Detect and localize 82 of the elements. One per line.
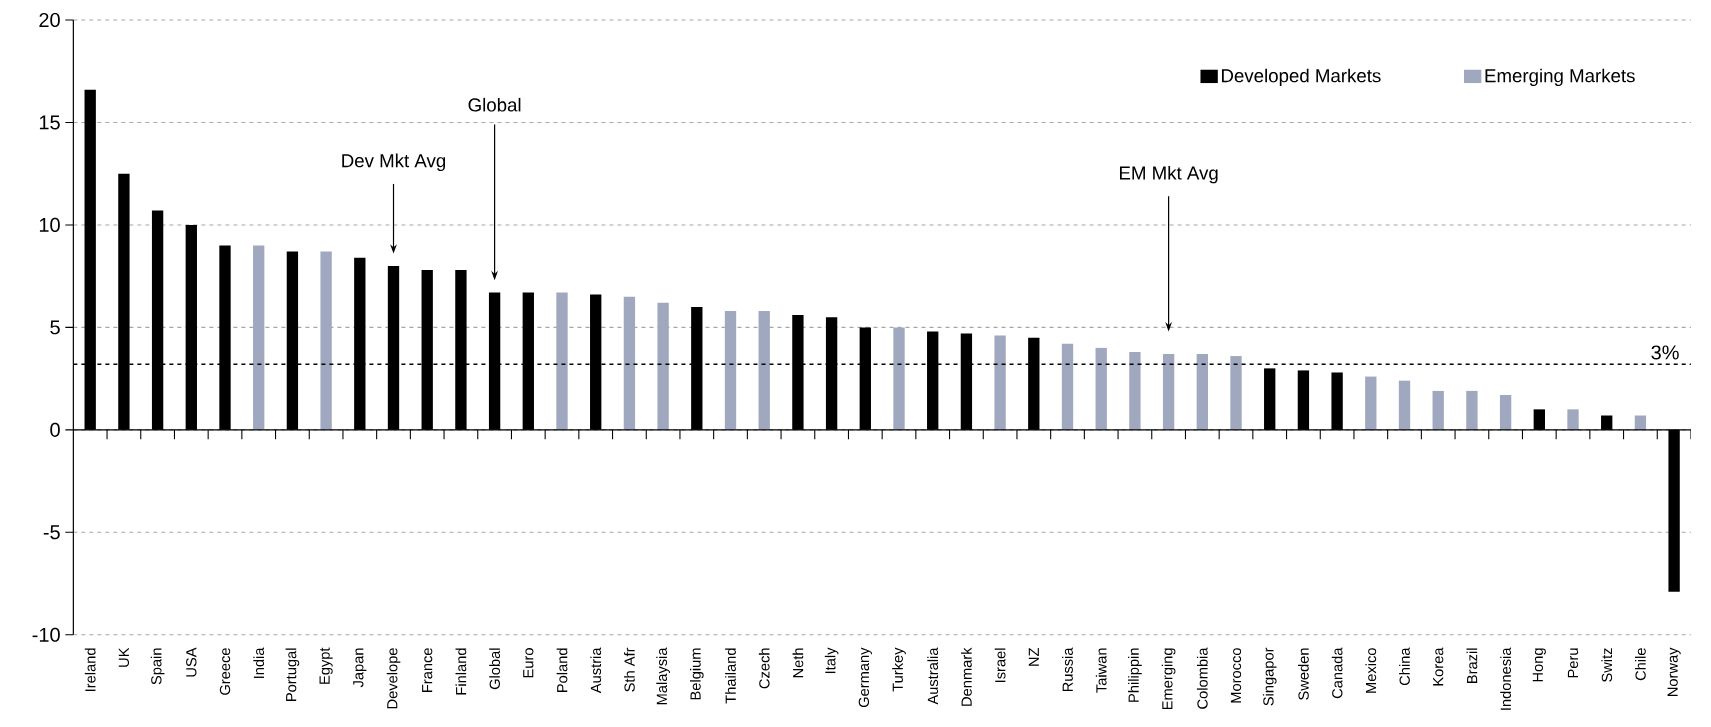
x-tick-label: UK [118,647,130,667]
x-tick-label: Egypt [319,647,333,684]
x-tick-label: Czech [758,648,770,689]
x-tick-label: Greece [219,648,231,695]
bar [320,251,332,430]
x-tick-label: Peru [1567,648,1579,678]
bar [1466,391,1478,430]
ref-line-label: 3% [1651,345,1679,360]
x-tick-label: Portugal [285,648,300,702]
x-tick-label: Taiwan [1095,648,1107,693]
x-tick-label: Sth Afr [624,647,635,692]
x-tick-label: Chile [1635,648,1646,681]
bar [1196,354,1208,430]
x-tick-label: Hong [1532,648,1546,682]
x-tick-label: Colombia [1196,647,1208,709]
y-tick-label: 5 [50,320,60,335]
x-tick-label: Malaysia [656,647,670,705]
x-tick-label: Israel [994,648,1006,683]
bar [1061,343,1074,430]
x-tick-label: Sweden [1298,648,1309,700]
annotation: Dev Mkt Avg [342,153,446,172]
x-tick-label: Morocco [1230,648,1242,703]
x-tick-label: Germany [858,647,872,708]
bar [1095,347,1107,430]
x-tick-label: Philippin [1128,648,1142,702]
y-tick-label: -5 [43,525,60,540]
x-tick-label: Canada [1331,647,1343,699]
bar [1230,356,1242,430]
bar [1365,376,1377,430]
x-tick-label: France [422,648,433,693]
x-tick-label: Indonesia [1500,647,1511,710]
bar [1567,409,1579,430]
y-tick-label: 10 [39,217,60,233]
x-tick-label: Korea [1433,647,1444,686]
x-tick-label: Euro [523,648,534,678]
x-tick-label: Poland [556,648,568,693]
x-tick-label: Japan [353,648,367,688]
bar [1162,354,1175,430]
x-tick-label: India [253,647,265,679]
x-tick-label: Russia [1062,647,1073,692]
bar [1432,391,1444,430]
bar [893,327,905,430]
x-tick-label: Brazil [1466,648,1478,684]
bar [623,296,636,430]
x-tick-label: Finland [455,648,467,695]
y-tick-label: -10 [32,627,60,642]
x-tick-label: Global [489,648,500,690]
legend-label: Emerging Markets [1485,68,1635,87]
x-tick-label: Develope [386,648,401,709]
annotation: EM Mkt Avg [1119,166,1218,184]
x-tick-label: Italy [824,647,839,674]
x-tick-label: Spain [150,648,165,685]
bar [994,335,1006,430]
x-tick-label: Ireland [84,648,96,692]
bar [1499,395,1512,430]
y-tick-label: 20 [39,13,60,28]
x-tick-label: Norway [1667,647,1681,697]
bar [556,292,568,430]
x-tick-label: Australia [927,647,939,705]
y-tick-label: 15 [39,115,60,130]
x-tick-label: Switz [1601,648,1613,682]
y-tick-label: 0 [50,422,60,438]
x-tick-label: Singapor [1262,647,1277,706]
bar [657,302,669,430]
bar [253,245,265,430]
bar [1129,352,1141,430]
x-tick-label: Emerging [1161,648,1176,710]
x-tick-label: Denmark [961,647,972,706]
legend-label: Developed Markets [1222,68,1381,87]
annotation: Global [468,97,521,112]
bar [758,311,770,430]
bar [1398,380,1411,430]
x-tick-label: Austria [590,647,602,694]
x-tick-label: NZ [1028,648,1039,666]
x-tick-label: Neth [792,648,804,678]
x-tick-label: Belgium [689,648,704,700]
x-tick-label: China [1399,647,1410,686]
x-tick-label: Mexico [1365,648,1377,693]
x-tick-label: Thailand [725,648,736,704]
x-tick-label: Turkey [892,647,906,692]
bar [724,311,737,430]
x-tick-label: USA [186,647,197,677]
